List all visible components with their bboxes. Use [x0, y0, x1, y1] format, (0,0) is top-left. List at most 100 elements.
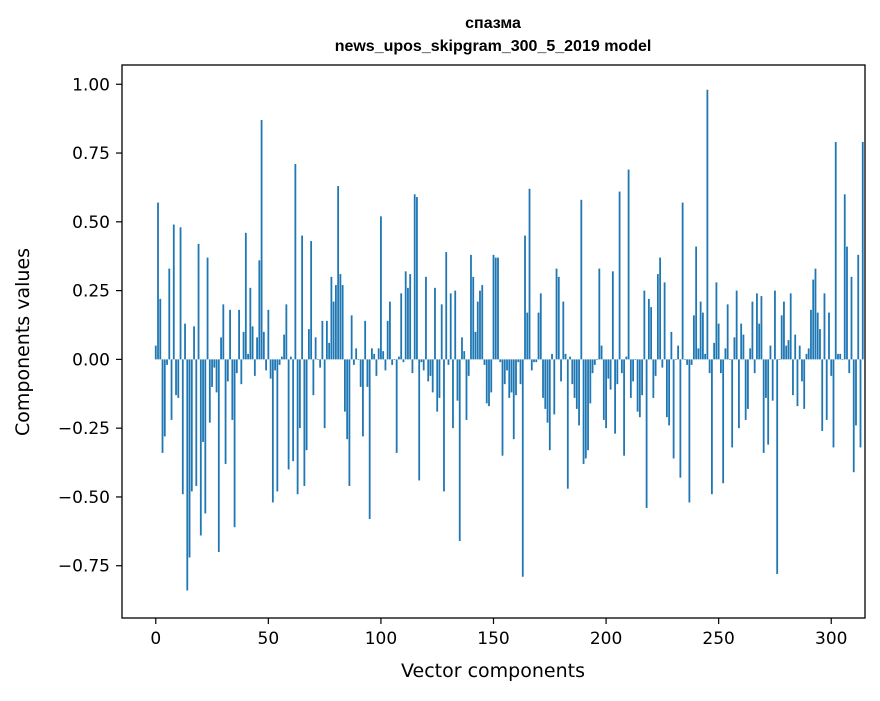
bar-99 — [377, 348, 380, 360]
bar-225 — [661, 359, 664, 368]
bar-152 — [497, 257, 499, 360]
bar-313 — [859, 359, 862, 448]
bar-127 — [440, 304, 443, 360]
y-tick-label: 0.75 — [72, 144, 110, 164]
bar-6 — [168, 268, 171, 360]
bar-306 — [843, 194, 846, 360]
bar-55 — [278, 359, 281, 365]
bar-62 — [294, 164, 297, 360]
bar-181 — [562, 301, 565, 360]
bar-60 — [289, 356, 292, 360]
bar-160 — [515, 359, 517, 396]
bar-298 — [825, 359, 828, 420]
bar-0 — [154, 345, 157, 360]
bar-184 — [569, 356, 571, 360]
bar-75 — [323, 359, 326, 429]
bar-314 — [861, 142, 864, 360]
bar-197 — [598, 268, 601, 360]
bar-212 — [632, 359, 634, 382]
bar-299 — [828, 312, 830, 360]
bar-178 — [555, 268, 558, 360]
bar-44 — [253, 359, 256, 376]
bar-135 — [458, 359, 461, 541]
bar-136 — [461, 337, 463, 360]
bar-165 — [526, 312, 529, 360]
bar-88 — [353, 359, 355, 365]
bar-196 — [596, 359, 598, 360]
y-tick-label: 0.50 — [72, 213, 110, 233]
bar-180 — [560, 359, 562, 382]
bar-176 — [551, 353, 553, 360]
bar-147 — [485, 359, 488, 404]
bar-205 — [616, 359, 619, 385]
bar-36 — [235, 359, 238, 374]
bar-251 — [720, 359, 722, 374]
bar-284 — [794, 334, 797, 360]
bar-138 — [465, 359, 468, 420]
bar-151 — [494, 257, 497, 360]
bar-39 — [242, 331, 245, 360]
bar-241 — [697, 348, 700, 360]
bar-137 — [463, 351, 466, 360]
bar-193 — [589, 359, 592, 404]
bar-294 — [816, 312, 819, 360]
bar-296 — [821, 359, 824, 431]
bar-113 — [409, 274, 412, 360]
bar-282 — [789, 293, 792, 360]
bar-275 — [774, 290, 776, 360]
bar-271 — [765, 359, 767, 398]
bar-139 — [467, 359, 470, 376]
y-tick-label: −0.75 — [58, 557, 110, 577]
bar-1 — [157, 202, 159, 360]
bar-281 — [787, 340, 790, 360]
bar-45 — [256, 337, 258, 360]
bar-122 — [429, 359, 432, 376]
bar-49 — [265, 359, 267, 371]
y-tick-label: −0.50 — [58, 488, 110, 508]
bar-85 — [346, 359, 349, 440]
bar-279 — [783, 301, 785, 360]
bar-111 — [404, 271, 407, 360]
bar-5 — [166, 359, 168, 365]
chart-title: спазма — [465, 15, 521, 32]
bar-23 — [206, 257, 209, 360]
bar-295 — [819, 329, 821, 360]
bar-201 — [607, 359, 610, 379]
bar-104 — [389, 301, 391, 360]
bar-8 — [172, 224, 175, 360]
bar-210 — [627, 169, 630, 360]
bar-17 — [193, 326, 195, 360]
bar-140 — [470, 254, 472, 360]
bar-287 — [801, 359, 803, 382]
bar-166 — [528, 188, 531, 360]
bar-290 — [807, 348, 810, 360]
bar-232 — [677, 345, 680, 360]
bar-29 — [220, 337, 222, 360]
bar-187 — [575, 359, 578, 409]
bar-141 — [472, 276, 475, 360]
bar-262 — [744, 359, 747, 420]
bar-301 — [832, 359, 835, 448]
bar-16 — [190, 359, 193, 492]
bar-227 — [665, 359, 668, 418]
bar-83 — [341, 285, 344, 360]
bar-155 — [503, 359, 506, 385]
bar-263 — [747, 359, 749, 409]
bar-209 — [625, 356, 628, 360]
bar-18 — [195, 359, 198, 486]
bar-40 — [244, 232, 247, 360]
bar-38 — [240, 359, 243, 385]
bar-97 — [373, 353, 376, 360]
bar-148 — [488, 359, 490, 407]
bar-174 — [546, 359, 549, 423]
bar-267 — [756, 293, 758, 360]
bar-22 — [204, 359, 207, 514]
bar-42 — [249, 287, 252, 360]
bar-121 — [427, 359, 430, 382]
bar-278 — [780, 315, 783, 360]
bar-254 — [726, 304, 729, 360]
bar-11 — [179, 227, 182, 360]
bar-150 — [492, 254, 495, 360]
bar-268 — [758, 323, 761, 360]
bar-260 — [740, 323, 743, 360]
